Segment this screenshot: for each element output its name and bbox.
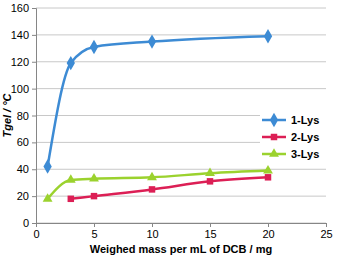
tick-mark bbox=[268, 223, 269, 227]
tick-mark bbox=[210, 223, 211, 227]
data-point bbox=[207, 178, 213, 184]
tick: 10 bbox=[146, 223, 158, 240]
data-point bbox=[43, 193, 53, 202]
tick-label: 0 bbox=[33, 228, 39, 240]
grid-line bbox=[36, 196, 326, 197]
legend-marker bbox=[270, 113, 278, 127]
tick-mark bbox=[32, 35, 36, 36]
grid-line bbox=[36, 34, 326, 35]
tick: 80 bbox=[17, 110, 36, 122]
data-point bbox=[265, 174, 271, 180]
data-point bbox=[148, 34, 156, 48]
chart-svg: 0 5 10 15 20 25 0 20 40 60 80 100 120 140 160 Weighed m… bbox=[0, 0, 343, 259]
x-axis: 0 5 10 15 20 25 bbox=[33, 223, 332, 240]
tick-label: 160 bbox=[11, 2, 29, 14]
tick-label: 120 bbox=[11, 56, 29, 68]
tick-label: 0 bbox=[23, 217, 29, 229]
legend-background bbox=[260, 110, 340, 165]
tick: 25 bbox=[320, 223, 332, 240]
data-point bbox=[91, 193, 97, 199]
tick: 20 bbox=[262, 223, 274, 240]
legend-marker bbox=[271, 134, 277, 140]
tick: 0 bbox=[33, 223, 39, 240]
tick-label: 40 bbox=[17, 163, 29, 175]
series-line bbox=[48, 36, 268, 166]
data-point bbox=[90, 40, 98, 54]
grid-line bbox=[36, 88, 326, 89]
data-point bbox=[89, 173, 99, 182]
grid-line bbox=[36, 169, 326, 170]
tick: 100 bbox=[11, 83, 36, 95]
tick: 160 bbox=[11, 2, 36, 14]
markers bbox=[43, 165, 273, 202]
plot: 0 5 10 15 20 25 0 20 40 60 80 100 120 140 160 bbox=[11, 2, 333, 240]
marks bbox=[43, 29, 273, 202]
tick-mark bbox=[32, 169, 36, 170]
data-point bbox=[43, 159, 51, 173]
data-point bbox=[67, 56, 75, 70]
tick: 20 bbox=[17, 190, 36, 202]
tick-label: 140 bbox=[11, 29, 29, 41]
tick-label: 10 bbox=[146, 228, 158, 240]
tick-mark bbox=[94, 223, 95, 227]
tick: 140 bbox=[11, 29, 36, 41]
data-point bbox=[68, 196, 74, 202]
data-point bbox=[264, 29, 272, 43]
axis-line bbox=[32, 9, 37, 224]
tick-label: 25 bbox=[320, 228, 332, 240]
legend-marker bbox=[269, 148, 279, 157]
tick-mark bbox=[32, 8, 36, 9]
y-axis-title: Tgel / °C bbox=[1, 92, 13, 137]
markers bbox=[43, 29, 272, 174]
tick-mark bbox=[32, 62, 36, 63]
legend-label: 1-Lys bbox=[291, 114, 319, 126]
tick: 120 bbox=[11, 56, 36, 68]
tick: 60 bbox=[17, 136, 36, 148]
tick: 15 bbox=[204, 223, 216, 240]
tick-mark bbox=[32, 142, 36, 143]
tick-mark bbox=[326, 223, 327, 227]
data-point bbox=[147, 172, 157, 181]
tick-label: 15 bbox=[204, 228, 216, 240]
legend-label: 2-Lys bbox=[291, 131, 319, 143]
data-point bbox=[205, 168, 215, 177]
tick-mark bbox=[32, 89, 36, 90]
series-line bbox=[48, 171, 268, 199]
data-point bbox=[66, 174, 76, 183]
tick: 0 bbox=[23, 217, 36, 229]
tick-label: 20 bbox=[17, 190, 29, 202]
tick-label: 60 bbox=[17, 136, 29, 148]
tick-mark bbox=[152, 223, 153, 227]
tick-mark bbox=[32, 196, 36, 197]
legend-item: 3-Lys bbox=[262, 148, 319, 160]
grid-line bbox=[36, 8, 326, 9]
series-line bbox=[71, 177, 268, 199]
tick-label: 5 bbox=[91, 228, 97, 240]
tick-mark bbox=[32, 223, 36, 224]
tick-label: 20 bbox=[262, 228, 274, 240]
tick: 40 bbox=[17, 163, 36, 175]
data-point bbox=[149, 186, 155, 192]
legend-item: 2-Lys bbox=[262, 131, 319, 143]
axis-line bbox=[37, 224, 327, 228]
tick-label: 80 bbox=[17, 110, 29, 122]
tick-label: 100 bbox=[11, 83, 29, 95]
data-point bbox=[263, 165, 273, 174]
tick-mark bbox=[32, 116, 36, 117]
legend: 1-Lys 2-Lys 3-Lys bbox=[260, 110, 340, 165]
legend-item: 1-Lys bbox=[262, 113, 319, 127]
y-axis: 0 20 40 60 80 100 120 140 160 bbox=[11, 2, 37, 229]
x-axis-title: Weighed mass per mL of DCB / mg bbox=[90, 243, 272, 255]
tick: 5 bbox=[91, 223, 97, 240]
legend-label: 3-Lys bbox=[291, 148, 319, 160]
chart-container: 0 5 10 15 20 25 0 20 40 60 80 100 120 140 160 Weighed m… bbox=[0, 0, 343, 259]
grid-line bbox=[36, 61, 326, 62]
